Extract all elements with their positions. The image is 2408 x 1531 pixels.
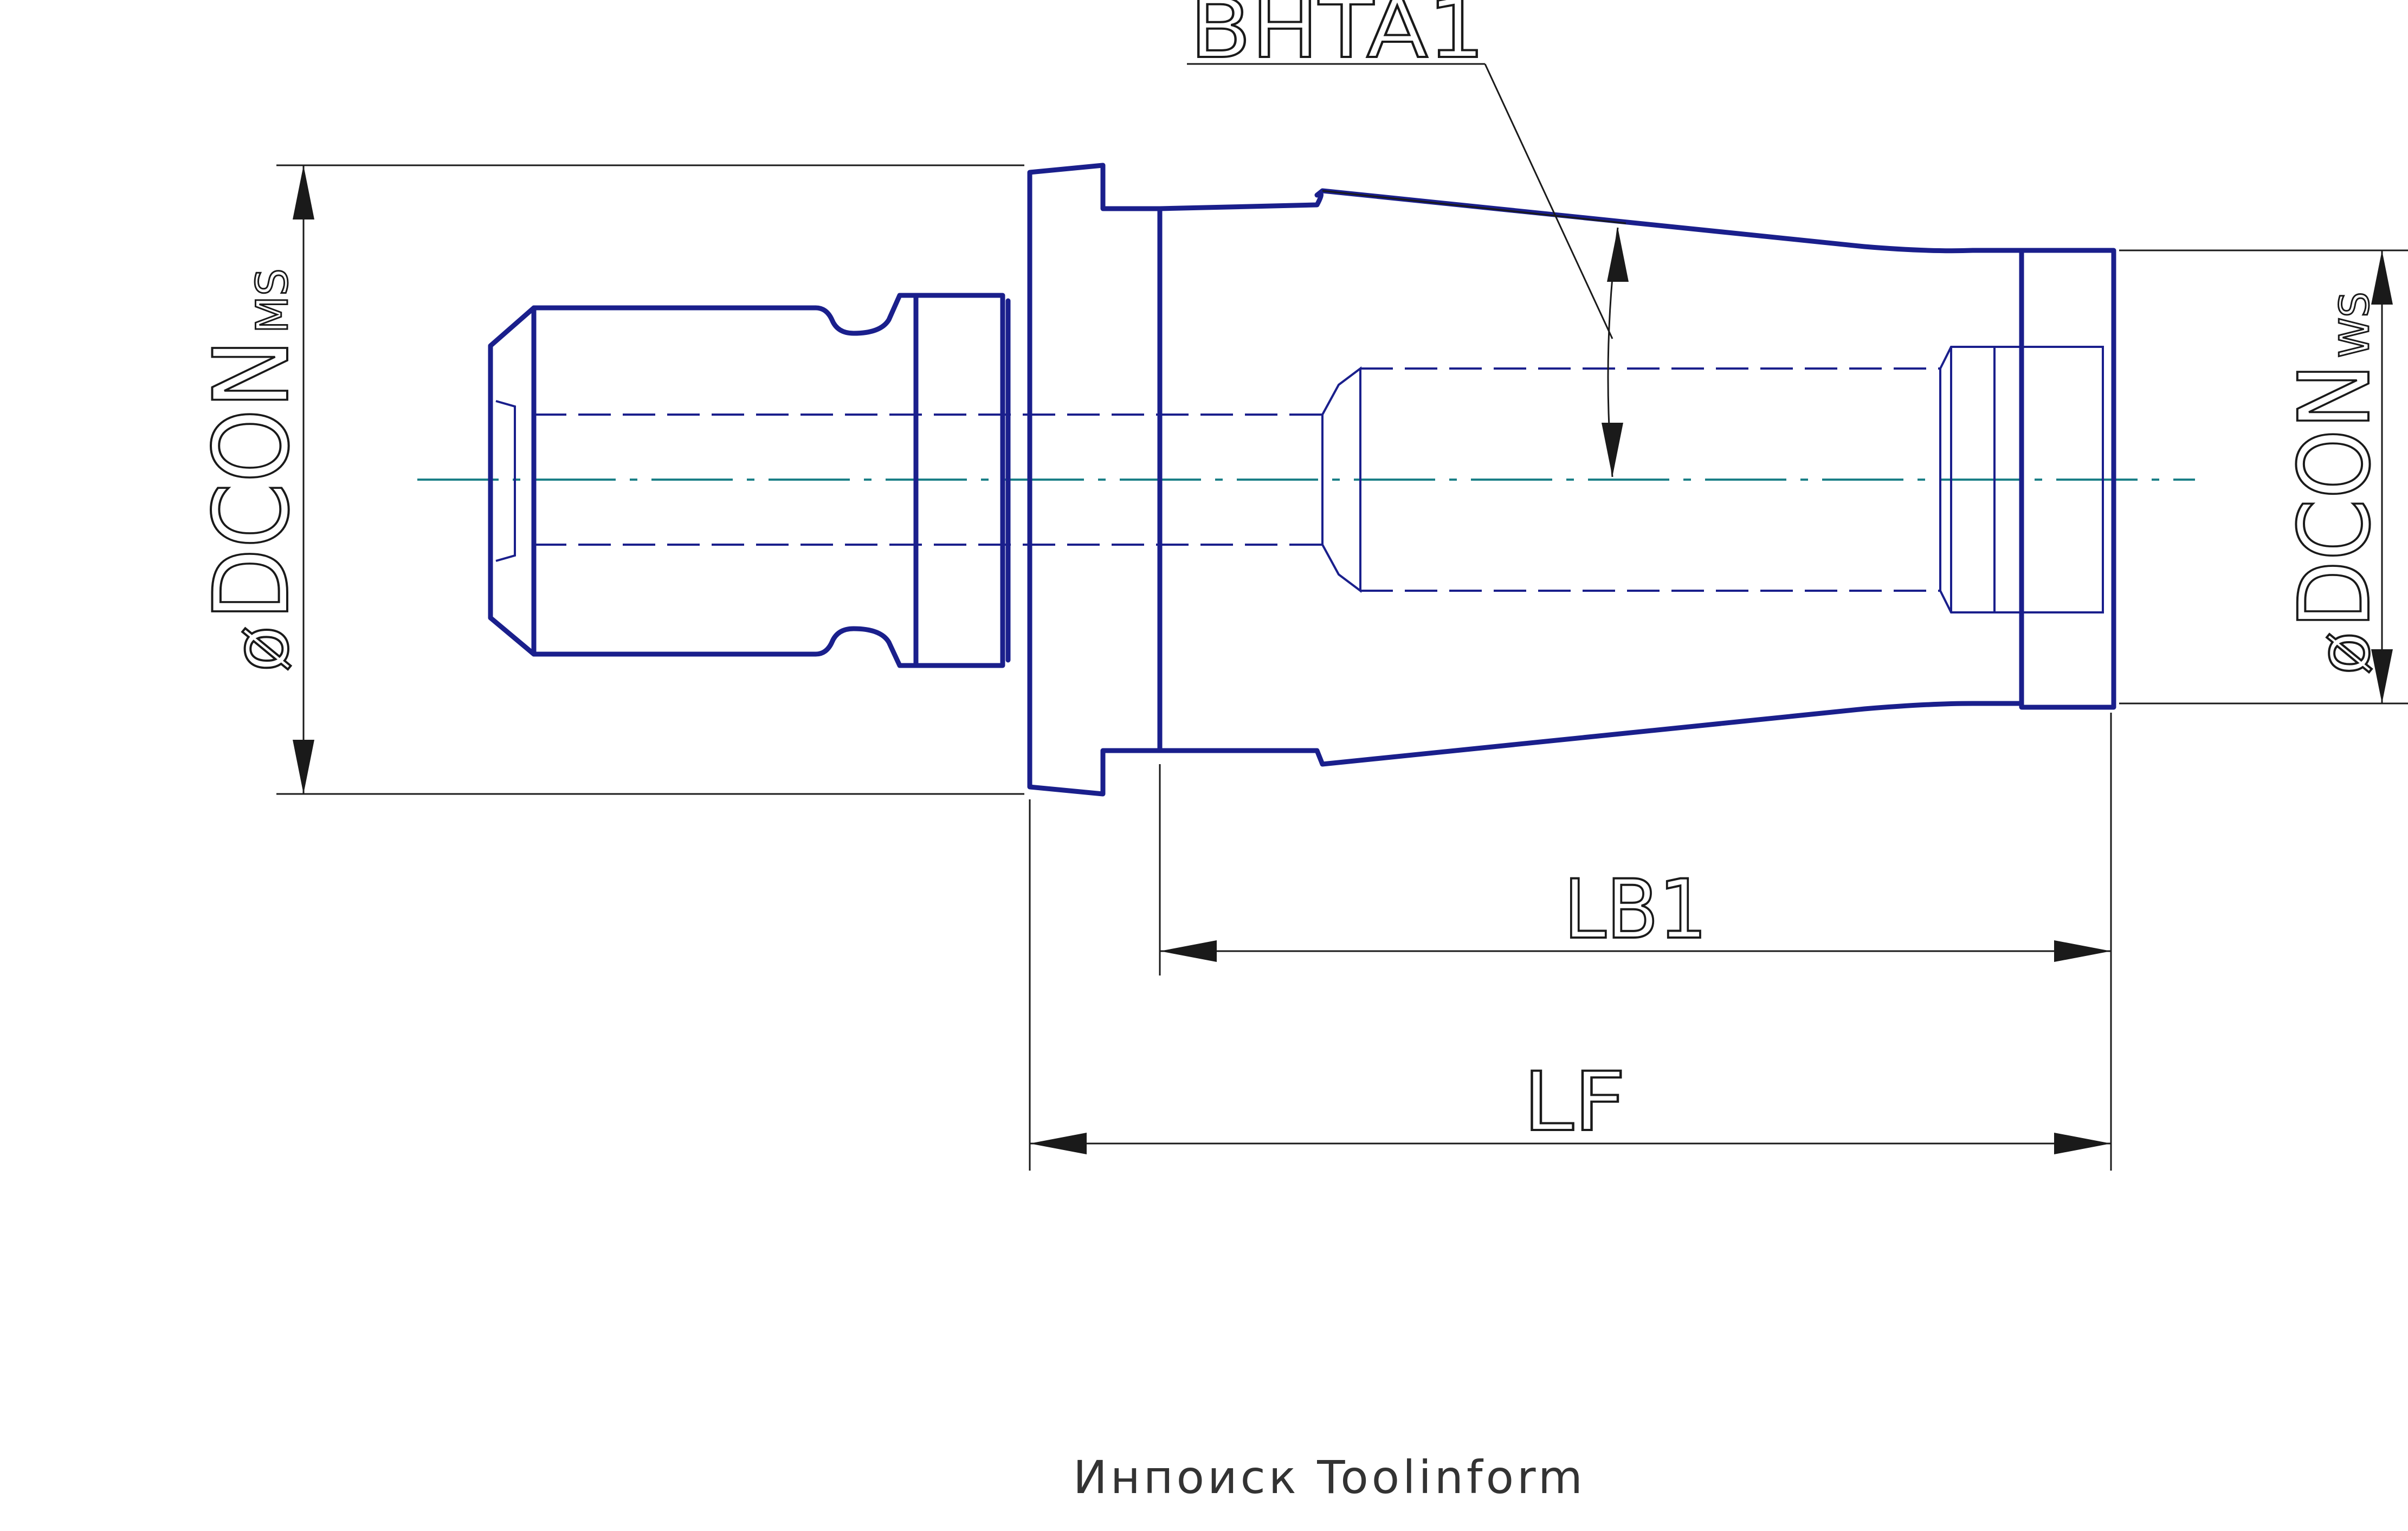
- dcon-ws-subscript: WS: [2330, 292, 2378, 358]
- hidden-bore-end: [1939, 346, 2104, 613]
- lf-label: LF: [1523, 1055, 1626, 1149]
- bhta-reference-line: [1322, 190, 1626, 224]
- watermark-text: Инпоиск Toolinform: [1073, 1451, 1586, 1504]
- lb1-label: LB1: [1564, 863, 1707, 957]
- body-outline: [1157, 188, 2024, 767]
- bhta-leader-diagonal: [1484, 63, 1613, 339]
- end-collar-outline: [2019, 248, 2116, 710]
- lb1-arrow-right: [2054, 940, 2111, 962]
- dcon-ms-symbol: ø: [217, 625, 306, 672]
- dcon-ws-symbol: ø: [2303, 631, 2385, 675]
- dcon-ws-arrow-bottom: [2371, 649, 2393, 703]
- lf-arrow-right: [2054, 1133, 2111, 1154]
- dcon-ws-label: DCON: [2278, 363, 2392, 629]
- hidden-bore-body: [1360, 367, 1940, 592]
- shank-outline: [488, 293, 1005, 668]
- lf-arrow-left: [1030, 1133, 1087, 1154]
- lb1-arrow-left: [1160, 940, 1217, 962]
- dcon-ms-arrow-top: [293, 165, 314, 219]
- bhta-arrow-top: [1607, 228, 1629, 282]
- dcon-ms-label: DCON: [192, 339, 312, 621]
- bhta-label: BHTA1: [1190, 0, 1485, 76]
- dcon-ms-subscript: MS: [247, 268, 298, 333]
- dcon-ws-arrow-top: [2371, 250, 2393, 305]
- dcon-ms-arrow-bottom: [293, 740, 314, 794]
- bhta-arrow-bottom: [1602, 423, 1623, 477]
- hidden-shank-chamfer: [495, 400, 516, 562]
